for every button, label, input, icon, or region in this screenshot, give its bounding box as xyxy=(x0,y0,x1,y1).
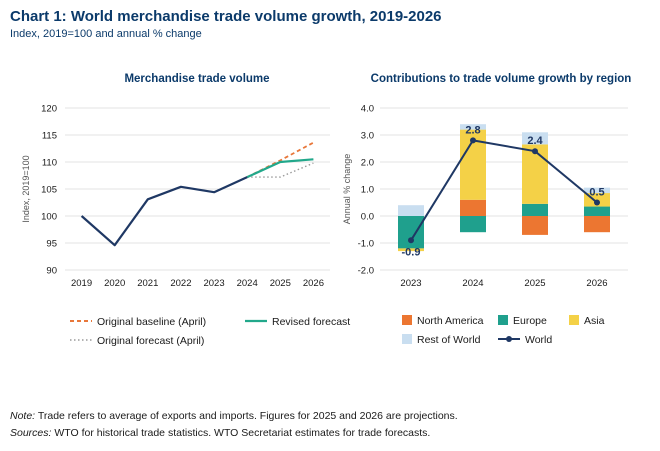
left-y-tick-label: 115 xyxy=(42,131,57,142)
bar-segment-rest-of-world xyxy=(522,132,548,145)
left-gridlines xyxy=(65,107,330,271)
bar-segment-north-america xyxy=(584,216,610,233)
right-x-tick-labels: 2023 2024 2025 2026 xyxy=(400,278,607,289)
right-panel-title: Contributions to trade volume growth by … xyxy=(371,73,632,85)
sources-lead: Sources: xyxy=(10,427,52,439)
left-panel-title: Merchandise trade volume xyxy=(124,73,269,85)
left-x-tick-labels: 2019 2020 2021 2022 2023 2024 2025 2026 xyxy=(71,278,324,289)
right-panel: Contributions to trade volume growth by … xyxy=(342,73,631,289)
left-x-tick-label: 2021 xyxy=(137,278,158,289)
world-data-label: 0.5 xyxy=(589,187,604,199)
legend-label-rest-of-world: Rest of World xyxy=(417,334,481,346)
bar-segment-europe xyxy=(584,206,610,216)
world-point xyxy=(408,237,414,244)
right-y-tick-label: 1.0 xyxy=(361,185,374,196)
right-y-tick-label: -2.0 xyxy=(358,266,374,277)
left-x-tick-label: 2022 xyxy=(170,278,191,289)
bar-segment-rest-of-world xyxy=(584,187,610,194)
note-text: Trade refers to average of exports and i… xyxy=(35,410,458,422)
legend-label-north-america: North America xyxy=(417,315,484,327)
right-y-tick-label: 2.0 xyxy=(361,158,374,169)
world-point xyxy=(532,148,538,155)
left-y-tick-label: 100 xyxy=(41,212,57,223)
note-lead: Note: xyxy=(10,410,36,422)
left-y-axis-label: Index, 2019=100 xyxy=(21,155,31,222)
right-y-tick-label: 0.0 xyxy=(361,212,374,223)
legend-label-europe: Europe xyxy=(513,315,547,327)
left-y-tick-labels: 90 95 100 105 110 115 120 xyxy=(41,104,57,277)
trade-volume-line xyxy=(80,176,248,247)
legend-marker-world xyxy=(506,336,512,342)
left-x-tick-label: 2025 xyxy=(270,278,291,289)
original-forecast-line xyxy=(247,162,314,178)
left-y-tick-label: 120 xyxy=(41,104,57,115)
left-x-tick-label: 2020 xyxy=(104,278,125,289)
left-legend: Original baseline (April) Revised foreca… xyxy=(70,316,350,347)
world-data-label: 2.4 xyxy=(527,135,543,147)
right-legend: North America Europe Asia Rest of World … xyxy=(402,315,605,346)
right-y-tick-label: 4.0 xyxy=(361,104,374,115)
note-line: Note: Trade refers to average of exports… xyxy=(10,408,458,425)
bar-segment-asia xyxy=(398,248,424,252)
legend-label-asia: Asia xyxy=(584,315,605,327)
bar-segment-north-america xyxy=(460,199,486,216)
sources-text: WTO for historical trade statistics. WTO… xyxy=(51,427,431,439)
legend-label-world: World xyxy=(525,334,552,346)
footnotes: Note: Trade refers to average of exports… xyxy=(10,408,458,442)
left-y-tick-label: 90 xyxy=(46,266,57,277)
right-y-tick-label: -1.0 xyxy=(358,239,374,250)
right-x-tick-label: 2024 xyxy=(462,278,483,289)
left-x-tick-label: 2023 xyxy=(203,278,224,289)
right-x-tick-label: 2023 xyxy=(400,278,421,289)
bar-segment-europe xyxy=(398,216,424,249)
legend-swatch-rest-of-world xyxy=(402,334,412,344)
left-y-tick-label: 110 xyxy=(42,158,57,169)
chart-subtitle: Index, 2019=100 and annual % change xyxy=(10,28,202,40)
bar-segment-rest-of-world xyxy=(398,205,424,216)
right-data-labels: -0.9 2.8 2.4 0.5 xyxy=(402,124,605,258)
left-x-tick-label: 2026 xyxy=(303,278,324,289)
left-x-tick-label: 2019 xyxy=(71,278,92,289)
right-y-axis-label: Annual % change xyxy=(342,154,352,225)
world-point xyxy=(470,137,476,144)
world-data-label: 2.8 xyxy=(465,124,480,136)
legend-label-revised-forecast: Revised forecast xyxy=(272,316,350,328)
right-x-tick-label: 2026 xyxy=(586,278,607,289)
legend-label-original-forecast: Original forecast (April) xyxy=(97,335,204,347)
world-line xyxy=(410,139,598,241)
left-panel: Merchandise trade volume 90 95 100 105 110 11… xyxy=(21,73,330,289)
original-baseline-line xyxy=(246,141,314,178)
bar-segment-europe xyxy=(460,216,486,233)
right-y-tick-labels: -2.0 -1.0 0.0 1.0 2.0 3.0 4.0 xyxy=(358,104,374,277)
bar-segment-asia xyxy=(522,144,548,204)
sources-line: Sources: WTO for historical trade statis… xyxy=(10,425,458,442)
legend-label-original-baseline: Original baseline (April) xyxy=(97,316,206,328)
world-data-label: -0.9 xyxy=(402,246,421,258)
right-world-line xyxy=(408,137,600,244)
left-y-tick-label: 105 xyxy=(41,185,57,196)
bar-segment-rest-of-world xyxy=(460,124,486,130)
world-point xyxy=(594,199,600,206)
revised-forecast-line xyxy=(246,158,314,179)
bar-segment-north-america xyxy=(522,216,548,235)
right-y-tick-label: 3.0 xyxy=(361,131,374,142)
legend-swatch-europe xyxy=(498,315,508,325)
left-series-lines xyxy=(80,141,314,247)
legend-swatch-north-america xyxy=(402,315,412,325)
right-x-tick-label: 2025 xyxy=(524,278,545,289)
left-x-tick-label: 2024 xyxy=(237,278,258,289)
bar-segment-europe xyxy=(522,203,548,216)
legend-swatch-asia xyxy=(569,315,579,325)
left-y-tick-label: 95 xyxy=(46,239,57,250)
chart-title: Chart 1: World merchandise trade volume … xyxy=(10,8,442,25)
